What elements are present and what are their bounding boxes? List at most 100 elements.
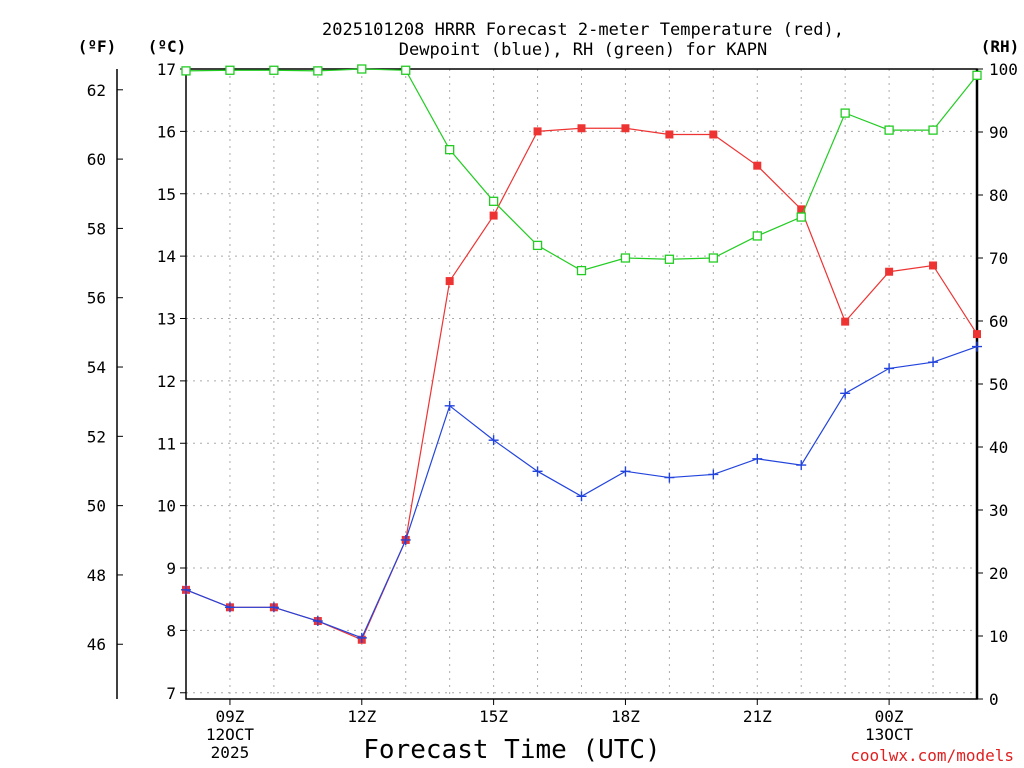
dewpoint-point [884, 363, 895, 374]
dewpoint-point [576, 491, 587, 502]
x-tick-label: 12Z [347, 707, 376, 726]
temperature-point [841, 317, 850, 326]
dewpoint-point [928, 357, 939, 368]
series-dewpoint [181, 341, 982, 643]
rh-point [928, 125, 938, 135]
dewpoint-point [752, 453, 763, 464]
rh-point [181, 66, 191, 76]
rh-unit-label: (RH) [981, 37, 1020, 56]
rh-line [185, 68, 978, 272]
dewpoint-point [972, 341, 982, 352]
temperature-point [489, 211, 498, 220]
rh-point [620, 253, 631, 263]
temperature-point [885, 267, 894, 276]
rh-point [796, 212, 806, 222]
fahrenheit-tick-label: 56 [87, 289, 106, 308]
rh-tick-label: 80 [989, 186, 1008, 205]
rh-point [269, 65, 279, 75]
rh-tick-label: 20 [989, 564, 1008, 583]
dewpoint-point [312, 616, 323, 627]
rh-point [225, 65, 235, 75]
dewpoint-point [400, 534, 411, 545]
dewpoint-point [224, 602, 235, 613]
temperature-point [621, 124, 630, 133]
dewpoint-point [181, 584, 191, 595]
dewpoint-point [356, 632, 367, 643]
dewpoint-point [840, 388, 851, 399]
temperature-point [533, 127, 542, 136]
grid-lines [186, 69, 977, 699]
rh-point [884, 125, 894, 135]
temperature-point [445, 277, 454, 286]
dewpoint-point [620, 466, 631, 477]
celsius-tick-label: 12 [157, 372, 176, 391]
rh-point [445, 144, 455, 155]
dewpoint-point [708, 469, 719, 480]
fahrenheit-tick-label: 52 [87, 427, 106, 446]
x-tick-label: 2025 [211, 743, 250, 762]
temperature-point [973, 330, 981, 339]
rh-point [576, 265, 587, 276]
x-tick-label: 15Z [479, 707, 508, 726]
rh-tick-label: 30 [989, 501, 1008, 520]
temperature-point [797, 205, 806, 214]
celsius-tick-label: 10 [157, 497, 176, 516]
rh-point [708, 253, 718, 263]
rh-point [357, 64, 367, 74]
x-tick-label: 12OCT [206, 725, 255, 744]
rh-point [664, 254, 675, 264]
celsius-tick-label: 13 [157, 310, 176, 329]
celsius-tick-label: 15 [157, 185, 176, 204]
rh-tick-label: 70 [989, 249, 1008, 268]
celsius-tick-label: 17 [157, 60, 176, 79]
fahrenheit-tick-label: 62 [87, 81, 106, 100]
dewpoint-point [796, 460, 807, 471]
x-tick-label: 21Z [743, 707, 772, 726]
celsius-tick-label: 9 [166, 559, 176, 578]
rh-tick-label: 90 [989, 123, 1008, 142]
rh-point [840, 108, 850, 118]
series-rh [181, 64, 982, 276]
celsius-tick-label: 14 [157, 247, 176, 266]
rh-tick-label: 40 [989, 438, 1008, 457]
x-tick-label: 13OCT [865, 725, 914, 744]
rh-tick-label: 100 [989, 60, 1018, 79]
rh-point [401, 65, 411, 75]
dewpoint-point [444, 400, 455, 411]
celsius-tick-label: 16 [157, 122, 176, 141]
data-series [181, 64, 982, 644]
fahrenheit-tick-label: 60 [87, 150, 106, 169]
chart-title-line2: Dewpoint (blue), RH (green) for KAPN [399, 40, 767, 60]
temperature-point [753, 161, 762, 170]
fahrenheit-tick-label: 46 [87, 635, 106, 654]
celsius-tick-label: 8 [166, 621, 176, 640]
rh-point [488, 196, 499, 206]
celsius-tick-label: 7 [166, 684, 176, 703]
rh-point [532, 240, 543, 251]
rh-tick-label: 0 [989, 690, 999, 709]
tick-labels: 7 8 9 10 11 12 13 14 15 16 17 46 48 50 52 54 56 58 60 62 0 10… [87, 60, 1018, 762]
fahrenheit-tick-label: 54 [87, 358, 106, 377]
x-axis-label: Forecast Time (UTC) [363, 735, 660, 765]
fahrenheit-tick-label: 58 [87, 219, 106, 238]
temperature-point [665, 130, 674, 139]
rh-point [972, 70, 982, 80]
rh-tick-label: 60 [989, 312, 1008, 331]
x-tick-label: 09Z [215, 707, 244, 726]
dewpoint-point [532, 466, 543, 477]
x-tick-label: 18Z [611, 707, 640, 726]
rh-tick-label: 10 [989, 627, 1008, 646]
fahrenheit-tick-label: 50 [87, 497, 106, 516]
celsius-tick-label: 11 [157, 434, 176, 453]
fahrenheit-tick-label: 48 [87, 566, 106, 585]
rh-tick-label: 50 [989, 375, 1008, 394]
dewpoint-point [268, 602, 279, 613]
credit-label: coolwx.com/models [850, 746, 1014, 765]
axes [116, 68, 983, 705]
celsius-unit-label: (ºC) [148, 37, 187, 56]
rh-point [752, 231, 762, 241]
fahrenheit-unit-label: (ºF) [78, 37, 117, 56]
rh-point [313, 66, 323, 76]
x-tick-label: 00Z [875, 707, 904, 726]
